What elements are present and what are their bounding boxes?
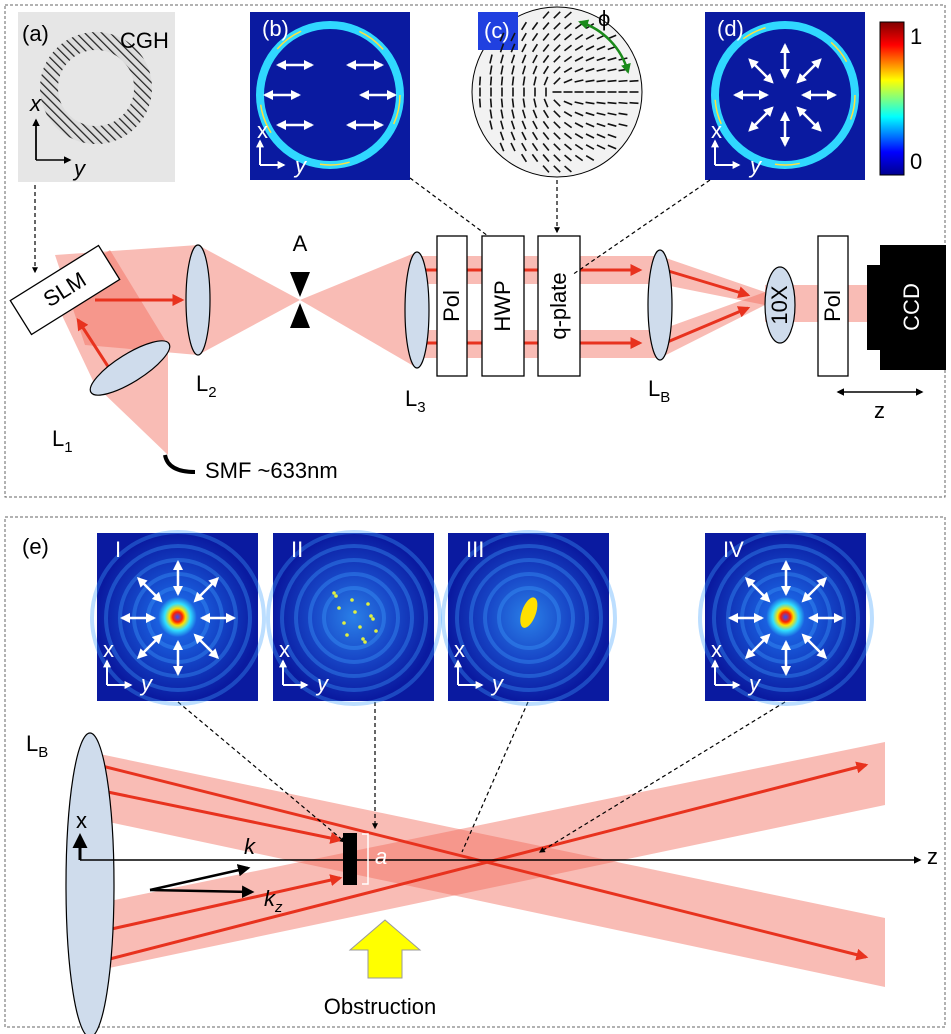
inset-label: II — [291, 537, 303, 562]
speckle — [332, 591, 336, 595]
axis-label: y — [748, 153, 763, 178]
component-label: q-plate — [546, 272, 571, 339]
aperture-label: A — [293, 231, 308, 256]
ccd-label: CCD — [899, 283, 924, 331]
inset-label: I — [115, 537, 121, 562]
speckle — [371, 617, 375, 621]
inset: Ixy — [92, 532, 264, 704]
axis-dash — [630, 103, 639, 104]
inset: IV xy — [700, 532, 872, 704]
axis-label: x — [103, 637, 114, 662]
inset-b: (b) x y — [250, 12, 410, 180]
axis-label: z — [874, 398, 885, 423]
axis-label: x — [711, 118, 722, 143]
vector-label: k — [244, 834, 256, 859]
inset-a: (a) CGH x y — [18, 12, 175, 182]
panel-label: (d) — [717, 16, 744, 41]
axis-dash — [480, 77, 481, 86]
axis-dash — [512, 99, 513, 108]
axis-dash — [619, 81, 628, 82]
lens-label: L3 — [405, 386, 426, 416]
panel-label: (a) — [22, 21, 49, 46]
speckle — [363, 640, 367, 644]
speckle — [350, 598, 354, 602]
axis-label: x — [29, 91, 42, 116]
axis-label: x — [711, 637, 722, 662]
inset-label: III — [466, 537, 484, 562]
axis-label: x — [454, 637, 465, 662]
figure: (a) CGH x y (b) x y (c) ϕ (d) x y 1 0 SL… — [0, 0, 951, 1034]
cgh-title: CGH — [120, 28, 169, 53]
axis-dash — [619, 103, 628, 104]
panel-label: (e) — [22, 534, 49, 559]
axis-dash — [597, 102, 606, 103]
inset: III xy — [443, 532, 615, 704]
speckle — [337, 606, 341, 610]
speckle — [342, 621, 346, 625]
component-label: Pol — [820, 290, 845, 322]
axis-label: y — [72, 156, 87, 181]
axis-dash — [608, 103, 617, 104]
speckle — [369, 614, 373, 618]
size-label: a — [375, 844, 387, 869]
propagation: LB z x a k kz Obstruction — [26, 702, 938, 1034]
lens-label: L1 — [52, 426, 73, 456]
inset: II xy — [268, 532, 440, 704]
axis-dash — [597, 80, 606, 81]
speckle — [353, 610, 357, 614]
axis-label: y — [490, 671, 505, 696]
inset-c: (c) ϕ — [472, 6, 642, 177]
speckle — [361, 637, 365, 641]
axis-dash — [491, 99, 492, 108]
component-label: 10X — [767, 285, 792, 324]
axis-dash — [512, 77, 513, 86]
axis-label: y — [293, 153, 308, 178]
fiber-label: SMF ~633nm — [205, 458, 338, 483]
axis-label: y — [139, 671, 154, 696]
colorbar-max: 1 — [910, 24, 922, 49]
lens-label: LB — [648, 376, 670, 406]
speckle — [366, 602, 370, 606]
inset-label: IV — [723, 537, 744, 562]
axis-label: y — [747, 671, 762, 696]
axis-label: x — [257, 118, 268, 143]
obstruction-label: Obstruction — [324, 994, 437, 1019]
axis-label: y — [315, 671, 330, 696]
axis-dash — [630, 81, 639, 82]
colorbar-min: 0 — [910, 149, 922, 174]
lens-label: LB — [26, 731, 48, 761]
axis-dash — [502, 77, 503, 86]
axis-dash — [480, 99, 481, 108]
inset-d: (d) x y — [705, 12, 865, 180]
speckle — [345, 633, 349, 637]
lens-label: L2 — [196, 371, 217, 401]
colorbar: 1 0 — [880, 22, 922, 175]
axis-dash — [491, 77, 492, 86]
axis-dash — [502, 99, 503, 108]
axis-label: x — [279, 637, 290, 662]
component-label: Pol — [439, 290, 464, 322]
component-label: HWP — [490, 280, 515, 331]
angle-label: ϕ — [598, 6, 610, 31]
speckle — [334, 594, 338, 598]
axis-label: x — [76, 808, 87, 833]
panel-label: (c) — [484, 18, 510, 43]
speckle — [374, 629, 378, 633]
panel-label: (b) — [262, 16, 289, 41]
speckle — [358, 625, 362, 629]
axis-dash — [608, 81, 617, 82]
axis-label: z — [927, 844, 938, 869]
